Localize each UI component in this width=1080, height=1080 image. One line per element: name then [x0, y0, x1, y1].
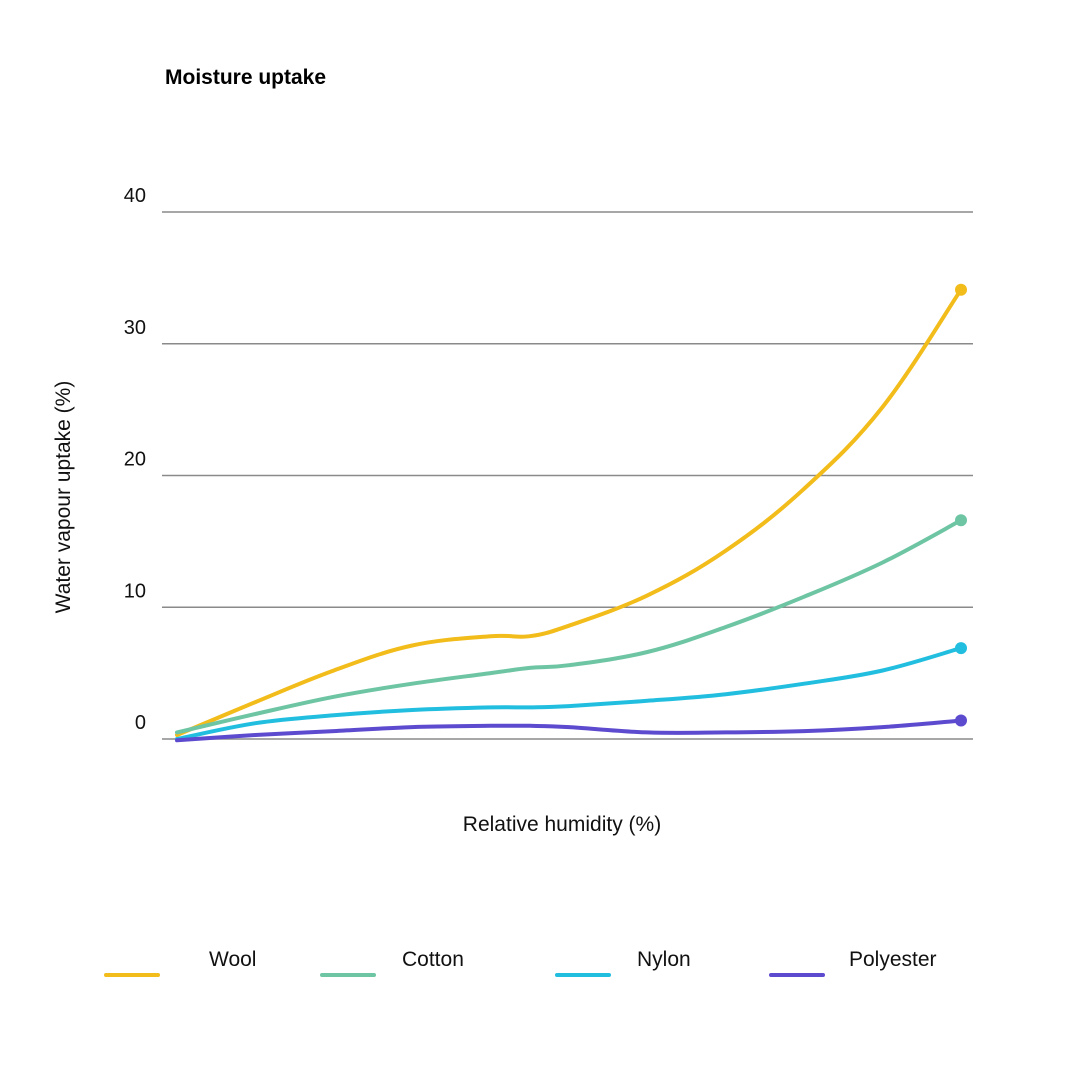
legend-label-polyester: Polyester — [849, 948, 937, 971]
series-line-wool — [175, 287, 963, 737]
chart-title: Moisture uptake — [165, 66, 327, 89]
gridlines — [162, 211, 973, 740]
y-tick-labels: 0 10 20 30 40 — [124, 185, 146, 734]
series-line-nylon — [175, 646, 963, 741]
series-endpoint-wool — [955, 283, 967, 296]
legend-label-wool: Wool — [209, 948, 257, 971]
legend-swatch-nylon — [555, 973, 611, 977]
series-line-polyester — [175, 718, 963, 743]
y-tick-label-20: 20 — [124, 449, 146, 471]
legend-label-cotton: Cotton — [402, 948, 464, 971]
series-line-cotton — [175, 518, 963, 735]
legend-swatch-wool — [104, 973, 160, 977]
series-lines — [175, 287, 963, 743]
x-axis-label: Relative humidity (%) — [463, 813, 661, 836]
y-tick-label-10: 10 — [124, 580, 146, 602]
y-tick-label-30: 30 — [124, 317, 146, 339]
series-endpoint-cotton — [955, 514, 967, 527]
y-tick-label-40: 40 — [124, 185, 146, 207]
series-endpoint-polyester — [955, 714, 967, 727]
legend-swatch-polyester — [769, 973, 825, 977]
y-tick-label-0: 0 — [135, 712, 146, 734]
y-axis-label: Water vapour uptake (%) — [52, 381, 75, 614]
legend: Wool Cotton Nylon Polyester — [0, 940, 1080, 1000]
legend-swatch-cotton — [320, 973, 376, 977]
series-endpoint-nylon — [955, 642, 967, 655]
series-endpoints — [955, 283, 967, 727]
legend-label-nylon: Nylon — [637, 948, 691, 971]
